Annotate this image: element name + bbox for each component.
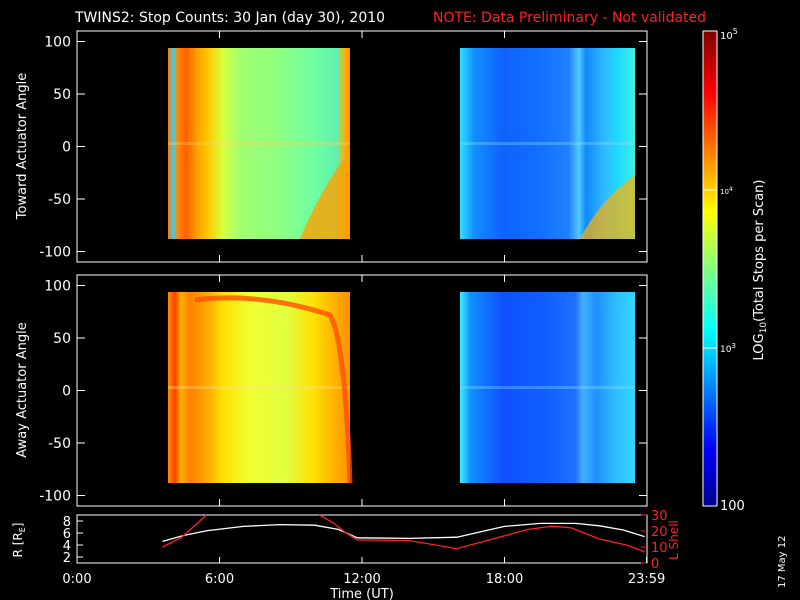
y-tick-label-right: 30 bbox=[651, 509, 668, 524]
zero-line bbox=[460, 386, 635, 389]
colorbar-label: LOG10(Total Stops per Scan) bbox=[752, 180, 769, 361]
chart-title: TWINS2: Stop Counts: 30 Jan (day 30), 20… bbox=[74, 10, 385, 26]
y-ticks: -100 -50 0 50 100 bbox=[39, 275, 648, 506]
y-tick-label: -100 bbox=[39, 245, 71, 261]
feature-arc bbox=[194, 295, 353, 484]
date-stamp: 17 May 12 bbox=[777, 536, 788, 588]
y-tick-label-right: 10 bbox=[651, 541, 668, 556]
x-tick-label: 12:00 bbox=[343, 572, 380, 587]
colorbar-tick-mid1: 104 bbox=[720, 186, 733, 196]
x-tick-label: 0:00 bbox=[62, 572, 91, 587]
orbit-lines bbox=[162, 514, 645, 553]
y-tick-label: 8 bbox=[63, 515, 71, 530]
colorbar-tick-mid2: 103 bbox=[720, 342, 736, 355]
panel-frame bbox=[76, 514, 648, 564]
x-tick-label: 23:59 bbox=[628, 572, 665, 587]
y-tick-label-right: 0 bbox=[651, 557, 659, 572]
orbit-series bbox=[318, 514, 645, 553]
ylabel-away: Away Actuator Angle bbox=[15, 322, 30, 457]
colorbar: 105 104 103 100 LOG10(Total Stops per Sc… bbox=[702, 27, 769, 514]
y-tick-label: 2 bbox=[63, 551, 71, 566]
ylabel-lshell: L Shell bbox=[667, 520, 681, 560]
colorbar-tick-bottom: 100 bbox=[720, 499, 745, 514]
ylabel-toward: Toward Actuator Angle bbox=[15, 73, 30, 220]
x-tick-label: 6:00 bbox=[205, 572, 234, 587]
colorbar-gradient bbox=[702, 30, 718, 507]
zero-line bbox=[460, 142, 635, 145]
y-tick-label-right: 20 bbox=[651, 525, 668, 540]
orbit-series bbox=[162, 522, 645, 543]
zero-line bbox=[168, 386, 350, 389]
y-tick-label: 0 bbox=[62, 384, 71, 400]
y-tick-label: 100 bbox=[44, 35, 71, 51]
preliminary-note: NOTE: Data Preliminary - Not validated bbox=[433, 10, 706, 26]
xlabel: Time (UT) bbox=[329, 587, 394, 600]
y-ticks: -100 -50 0 50 100 bbox=[39, 31, 648, 262]
block-1 bbox=[168, 292, 350, 483]
panel-away: -100 -50 0 50 100 Away Actuator Angle bbox=[15, 274, 648, 507]
y-tick-label: 50 bbox=[53, 331, 71, 347]
panel-toward: -100 -50 0 50 100 Toward Actuator Angle bbox=[15, 30, 648, 263]
y-tick-label: 6 bbox=[63, 527, 71, 542]
feature-patch bbox=[300, 150, 350, 239]
y-tick-label: -50 bbox=[48, 192, 71, 208]
ylabel-radius: R [RE] bbox=[11, 523, 27, 558]
feature-patch bbox=[580, 175, 635, 239]
y-tick-label: 50 bbox=[53, 87, 71, 103]
zero-line bbox=[168, 142, 350, 145]
y-tick-label: 0 bbox=[62, 140, 71, 156]
y-tick-label: -100 bbox=[39, 489, 71, 505]
x-tick-label: 18:00 bbox=[486, 572, 523, 587]
y-tick-label: 100 bbox=[44, 279, 71, 295]
block-2 bbox=[460, 292, 635, 483]
y-tick-label: 4 bbox=[63, 539, 71, 554]
y-tick-label: -50 bbox=[48, 436, 71, 452]
colorbar-tick-top: 105 bbox=[720, 27, 738, 42]
orbit-series bbox=[162, 514, 207, 548]
